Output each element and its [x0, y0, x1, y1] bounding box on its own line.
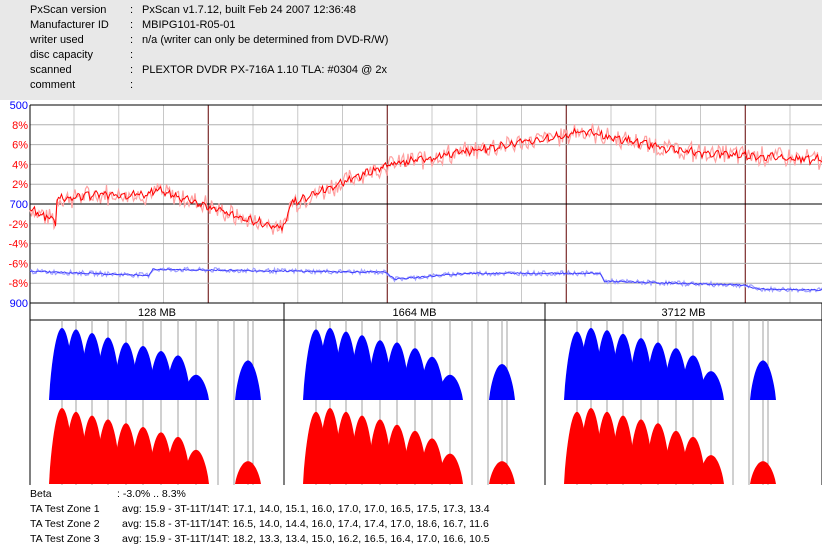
- histogram-peak-red: [750, 461, 776, 484]
- histogram-peak-red: [698, 455, 724, 484]
- histogram-peak-blue: [489, 364, 515, 400]
- series-jitter-line: [29, 268, 822, 292]
- ta-zone-label: TA Test Zone 3: [30, 533, 100, 545]
- y-tick-label: 4%: [12, 159, 28, 171]
- histogram-peak-blue: [183, 374, 209, 400]
- info-colon: :: [130, 19, 134, 31]
- y-tick-label: 6%: [12, 140, 28, 152]
- info-key: scanned: [30, 64, 72, 76]
- beta-label: Beta: [30, 488, 52, 500]
- zone-label: 3712 MB: [661, 307, 705, 319]
- zone-label: 1664 MB: [392, 307, 436, 319]
- info-colon: :: [130, 49, 134, 61]
- y-tick-label: 500: [10, 100, 28, 112]
- beta-value: : -3.0% .. 8.3%: [117, 488, 186, 500]
- zone-header: [544, 302, 822, 321]
- histogram-peak-blue: [680, 355, 706, 400]
- info-key: writer used: [30, 34, 84, 46]
- series-beta-band: [29, 123, 822, 235]
- info-colon: :: [130, 64, 134, 76]
- info-key: disc capacity: [30, 49, 93, 61]
- histogram-peak-blue: [750, 360, 776, 400]
- histogram-peak-blue: [165, 355, 191, 400]
- histogram-peak-red: [235, 461, 261, 484]
- histogram-peak-red: [680, 436, 706, 484]
- scan-info-header: PxScan version: PxScan v1.7.12, built Feb…: [0, 0, 822, 100]
- y-tick-label: 2%: [12, 179, 28, 191]
- scan-chart: 500 8% 6% 4% 2% 700 -2% -4% -6% -8% 900 128 MB 1664 …: [8, 100, 822, 485]
- y-tick-label: -6%: [8, 258, 28, 270]
- info-colon: :: [130, 79, 134, 91]
- series-beta-line: [29, 127, 822, 232]
- histogram-peak-blue: [419, 356, 445, 400]
- y-tick-label: 900: [10, 298, 28, 310]
- histogram-peak-blue: [698, 371, 724, 400]
- info-colon: :: [130, 34, 134, 46]
- info-value: PxScan v1.7.12, built Feb 24 2007 12:36:…: [142, 4, 357, 16]
- series-jitter-band: [29, 266, 822, 294]
- ta-zone-label: TA Test Zone 2: [30, 518, 100, 530]
- info-colon: :: [130, 4, 134, 16]
- y-tick-label: 700: [10, 199, 28, 211]
- histogram-peak-red: [489, 461, 515, 484]
- y-tick-label: -4%: [8, 239, 28, 251]
- zone-label: 128 MB: [138, 307, 176, 319]
- y-tick-label: 8%: [12, 120, 28, 132]
- y-tick-label: -8%: [8, 278, 28, 290]
- histogram-peak-blue: [437, 374, 463, 400]
- info-value: PLEXTOR DVDR PX-716A 1.10 TLA: #0304 @ 2…: [142, 64, 387, 76]
- ta-zone-value: avg: 15.9 - 3T-11T/14T: 17.1, 14.0, 15.1…: [122, 503, 490, 515]
- info-value: n/a (writer can only be determined from …: [142, 34, 389, 46]
- histogram-peak-red: [419, 438, 445, 484]
- ta-zone-value: avg: 15.8 - 3T-11T/14T: 16.5, 14.0, 14.4…: [122, 518, 489, 530]
- histogram-peak-red: [165, 436, 191, 484]
- ta-zone-label: TA Test Zone 1: [30, 503, 100, 515]
- histogram-peak-blue: [235, 360, 261, 400]
- histogram-peak-red: [183, 449, 209, 484]
- info-key: PxScan version: [30, 4, 107, 16]
- y-tick-label: -2%: [8, 219, 28, 231]
- ta-zone-value: avg: 15.9 - 3T-11T/14T: 18.2, 13.3, 13.4…: [122, 533, 490, 545]
- info-key: comment: [30, 79, 76, 91]
- histogram-peak-red: [437, 453, 463, 484]
- info-key: Manufacturer ID: [30, 19, 109, 31]
- info-value: MBIPG101-R05-01: [142, 19, 236, 31]
